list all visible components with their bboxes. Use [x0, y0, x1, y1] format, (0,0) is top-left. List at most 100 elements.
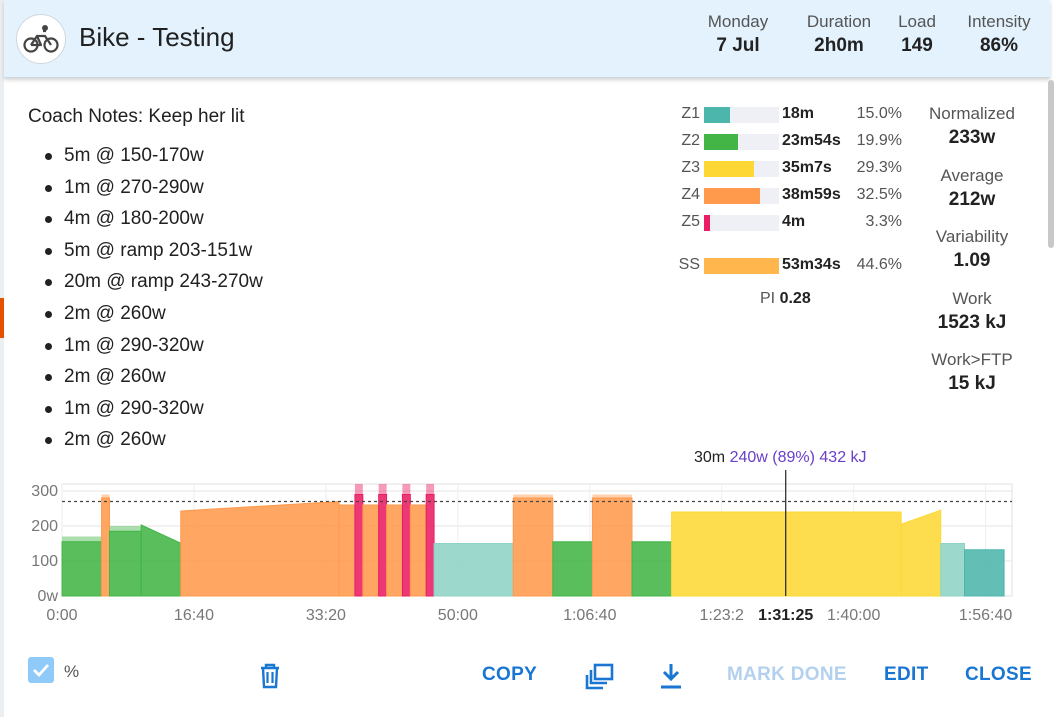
zone-time: 38m59s — [782, 186, 841, 203]
note-item: 20m @ ramp 243-270w — [44, 266, 263, 298]
copy-button[interactable]: COPY — [482, 664, 538, 685]
download-icon — [661, 664, 681, 689]
power-segment — [101, 497, 110, 597]
zone-bar-fill — [704, 258, 779, 274]
note-item: 5m @ ramp 203-151w — [44, 235, 263, 267]
zone-name: Z2 — [681, 132, 700, 149]
zone-name: Z3 — [681, 159, 700, 176]
target-range — [354, 484, 363, 495]
note-item: 4m @ 180-200w — [44, 203, 263, 235]
power-segment — [433, 543, 514, 597]
checkmark-icon — [33, 664, 50, 678]
readout-duration: 30m — [694, 449, 726, 466]
workout-title: Bike - Testing — [79, 22, 235, 52]
zone-name: SS — [678, 256, 700, 273]
y-tick-label: 100 — [31, 553, 58, 570]
scrollbar[interactable] — [1048, 80, 1054, 248]
pi-label: PI — [760, 290, 776, 307]
note-item: 5m @ 150-170w — [44, 140, 263, 172]
delete-button[interactable] — [254, 660, 286, 692]
power-segment — [61, 541, 103, 597]
power-segment — [512, 497, 554, 597]
zone-time: 23m54s — [782, 132, 841, 149]
stat-work: Work 1523 kJ — [912, 289, 1032, 334]
target-range — [109, 526, 142, 532]
zone-bar-fill — [704, 107, 731, 123]
y-tick-label: 200 — [31, 518, 58, 535]
copy-stack-icon — [585, 663, 614, 690]
power-segment — [180, 500, 340, 597]
zone-bar-track — [704, 215, 779, 231]
header-stat-load: Load 149 — [892, 12, 942, 57]
zone-percent: 3.3% — [865, 213, 902, 230]
stat-variability: Variability 1.09 — [912, 227, 1032, 272]
dialog-header: Bike - Testing Monday 7 Jul Duration 2h0… — [4, 0, 1050, 78]
download-button[interactable] — [655, 660, 687, 692]
note-item: 1m @ 270-290w — [44, 172, 263, 204]
stat-average: Average 212w — [912, 166, 1032, 211]
power-segment — [362, 504, 380, 597]
coach-notes-title: Coach Notes: Keep her lit — [28, 106, 245, 127]
zone-time: 18m — [782, 105, 815, 122]
x-tick-label: 1:23:2 — [699, 607, 744, 624]
target-range — [592, 494, 632, 498]
target-range — [101, 494, 110, 498]
workout-power-chart[interactable]: 0w 100 200 300 0:00 16:40 33:20 50:00 1:06:40 1:2… — [4, 470, 1044, 670]
target-range — [62, 536, 102, 542]
target-range — [402, 484, 411, 495]
x-tick-label: 1:40:00 — [827, 607, 880, 624]
zone-bar-fill — [704, 215, 710, 231]
zone-time: 4m — [782, 213, 806, 230]
zone-bar-fill — [704, 188, 760, 204]
edit-button[interactable]: EDIT — [884, 664, 929, 685]
x-tick-label: 33:20 — [306, 607, 346, 624]
zone-bar-track — [704, 161, 779, 177]
header-stat-value: 149 — [901, 35, 933, 56]
bike-icon — [16, 14, 66, 64]
zone-percent: 15.0% — [856, 105, 902, 122]
stat-value: 1523 kJ — [937, 312, 1007, 333]
note-item: 2m @ 260w — [44, 424, 263, 456]
stat-work-above-ftp: Work>FTP 15 kJ — [912, 350, 1032, 395]
stat-label: Work>FTP — [931, 350, 1013, 369]
power-segment — [940, 543, 965, 597]
stat-value: 15 kJ — [948, 373, 996, 394]
zone-bar-track — [704, 134, 779, 150]
power-segment — [409, 504, 427, 597]
zone-name: Z5 — [681, 213, 700, 230]
background-accent-mark — [0, 298, 5, 338]
header-stat-value: 86% — [979, 35, 1019, 56]
chart-readout: 30m 240w (89%) 432 kJ — [694, 449, 867, 467]
zone-percent: 32.5% — [856, 186, 902, 203]
zone-percent: 44.6% — [856, 256, 902, 273]
coach-notes-list: 5m @ 150-170w 1m @ 270-290w 4m @ 180-200… — [44, 140, 263, 456]
workout-dialog: Bike - Testing Monday 7 Jul Duration 2h0… — [4, 0, 1054, 717]
target-range — [378, 484, 387, 495]
zone-bar-track — [704, 258, 779, 274]
y-tick-label: 0w — [38, 588, 59, 605]
zone-name: Z4 — [681, 186, 700, 203]
duplicate-button[interactable] — [584, 660, 616, 692]
readout-detail: 240w (89%) 432 kJ — [729, 449, 867, 466]
trash-icon — [261, 663, 279, 689]
header-stat-day: Monday 7 Jul — [702, 12, 774, 57]
stat-label: Normalized — [929, 104, 1015, 123]
zone-percent: 19.9% — [856, 132, 902, 149]
mark-done-button[interactable]: MARK DONE — [727, 664, 847, 685]
zone-bar-track — [704, 188, 779, 204]
power-segment — [338, 504, 356, 597]
percent-checkbox[interactable] — [28, 657, 54, 683]
power-segment — [354, 494, 364, 597]
stat-normalized: Normalized 233w — [912, 104, 1032, 149]
x-tick-label: 0:00 — [46, 607, 77, 624]
close-button[interactable]: CLOSE — [965, 664, 1032, 685]
power-segment — [591, 497, 633, 597]
power-segment — [552, 541, 593, 597]
stat-label: Average — [940, 166, 1004, 185]
header-stat-label: Monday — [707, 12, 769, 31]
power-segment — [964, 549, 1005, 597]
target-range — [426, 484, 435, 495]
zone-bar-track — [704, 107, 779, 123]
x-tick-label: 50:00 — [438, 607, 478, 624]
cursor-time-label: 1:31:25 — [758, 607, 813, 624]
